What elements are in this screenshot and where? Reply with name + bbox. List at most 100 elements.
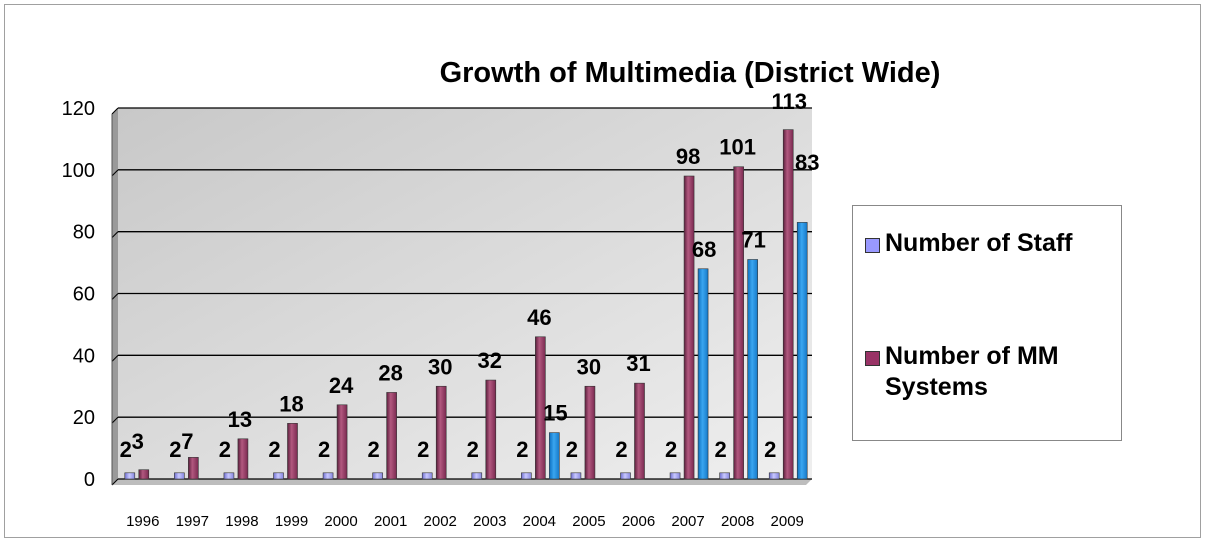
legend-item-mm-systems: Number of MM Systems	[865, 341, 1085, 403]
data-label-staff: 2	[615, 437, 627, 462]
y-tick-label: 20	[73, 407, 95, 429]
data-label-staff: 2	[417, 437, 429, 462]
bar-mm-systems	[634, 382, 645, 480]
y-tick-label: 60	[73, 284, 95, 306]
data-label-third-series: 15	[543, 401, 567, 426]
bar-staff	[124, 472, 136, 480]
data-label-mm-systems: 18	[279, 391, 303, 416]
bar-mm-systems	[683, 175, 695, 480]
bar-mm-systems	[138, 469, 150, 480]
data-label-staff: 2	[764, 437, 776, 462]
gridline-side	[111, 478, 119, 486]
bar-staff	[174, 472, 185, 480]
data-label-staff: 2	[169, 437, 181, 462]
bar-staff	[620, 472, 631, 480]
x-tick-label: 2007	[671, 513, 704, 530]
x-tick-label: 1996	[126, 513, 159, 530]
bar-staff	[322, 472, 334, 480]
gridline-side	[111, 107, 119, 115]
bar-mm-systems	[584, 385, 596, 480]
legend-label-staff: Number of Staff	[885, 229, 1073, 257]
data-label-staff: 2	[715, 437, 727, 462]
x-tick-label: 2003	[473, 513, 506, 530]
legend-swatch-staff	[865, 238, 880, 253]
plot-floor	[112, 479, 812, 485]
x-tick-label: 2000	[324, 513, 357, 530]
data-label-staff: 2	[219, 437, 231, 462]
data-label-third-series: 71	[741, 227, 765, 252]
data-label-mm-systems: 32	[478, 348, 502, 373]
legend: Number of Staff Number of MM Systems	[852, 205, 1122, 441]
bar-mm-systems	[485, 379, 497, 480]
data-label-mm-systems: 46	[527, 305, 551, 330]
chart-title: Growth of Multimedia (District Wide)	[440, 57, 941, 89]
data-label-staff: 2	[516, 437, 528, 462]
data-label-staff: 2	[665, 437, 677, 462]
x-tick-label: 2004	[523, 513, 556, 530]
x-tick-label: 2005	[572, 513, 605, 530]
legend-item-staff: Number of Staff	[865, 228, 1073, 259]
gridline-side	[111, 231, 119, 239]
bar-third-series	[697, 268, 709, 480]
bar-staff	[521, 472, 532, 480]
data-label-staff: 2	[318, 437, 330, 462]
gridline-side	[111, 169, 119, 177]
data-label-mm-systems: 13	[228, 407, 252, 432]
bar-staff	[471, 472, 483, 480]
y-tick-label: 40	[73, 345, 95, 367]
y-tick-label: 80	[73, 222, 95, 244]
data-label-staff: 2	[368, 437, 380, 462]
bar-mm-systems	[237, 438, 249, 480]
bar-staff	[223, 472, 235, 480]
bar-mm-systems	[188, 457, 199, 480]
bar-mm-systems	[386, 392, 397, 480]
data-label-mm-systems: 24	[329, 373, 354, 398]
x-tick-label: 1999	[275, 513, 308, 530]
bar-mm-systems	[287, 423, 298, 480]
bar-third-series	[796, 222, 808, 480]
legend-label-mm-systems: Number of MM Systems	[885, 342, 1059, 401]
x-tick-label: 2008	[721, 513, 754, 530]
data-label-mm-systems: 30	[577, 354, 601, 379]
y-tick-label: 0	[84, 469, 95, 491]
gridline-side	[111, 293, 119, 300]
x-tick-label: 1997	[176, 513, 209, 530]
y-tick-label: 120	[62, 98, 95, 120]
bar-staff	[372, 472, 383, 480]
legend-swatch-mm-systems	[865, 351, 880, 366]
data-label-mm-systems: 30	[428, 354, 452, 379]
y-tick-label: 100	[62, 160, 95, 182]
data-label-third-series: 83	[795, 150, 819, 175]
bar-staff	[273, 472, 284, 480]
x-tick-label: 2009	[771, 513, 804, 530]
x-tick-label: 2002	[424, 513, 457, 530]
bar-third-series	[747, 259, 758, 480]
x-tick-label: 2001	[374, 513, 407, 530]
gridline-side	[111, 354, 119, 362]
data-label-mm-systems: 28	[378, 360, 402, 385]
data-label-mm-systems: 31	[626, 351, 650, 376]
x-tick-label: 2006	[622, 513, 655, 530]
bar-mm-systems	[782, 129, 794, 480]
data-label-mm-systems: 101	[719, 135, 756, 160]
data-label-mm-systems: 98	[676, 144, 700, 169]
bar-mm-systems	[336, 404, 348, 480]
data-label-mm-systems: 7	[181, 429, 193, 454]
bar-mm-systems	[535, 336, 546, 480]
data-label-staff: 2	[268, 437, 280, 462]
bar-staff	[570, 472, 582, 480]
bar-mm-systems	[733, 166, 744, 480]
gridline-side	[111, 416, 119, 424]
bar-staff	[768, 472, 780, 480]
data-label-staff: 2	[120, 437, 132, 462]
bar-staff	[669, 472, 681, 480]
bar-staff	[421, 472, 433, 480]
data-label-staff: 2	[566, 437, 578, 462]
bar-staff	[719, 472, 730, 480]
data-label-third-series: 68	[692, 237, 716, 262]
bar-third-series	[549, 432, 560, 480]
bar-mm-systems	[435, 385, 447, 480]
data-label-mm-systems: 113	[771, 89, 807, 114]
data-label-staff: 2	[467, 437, 479, 462]
